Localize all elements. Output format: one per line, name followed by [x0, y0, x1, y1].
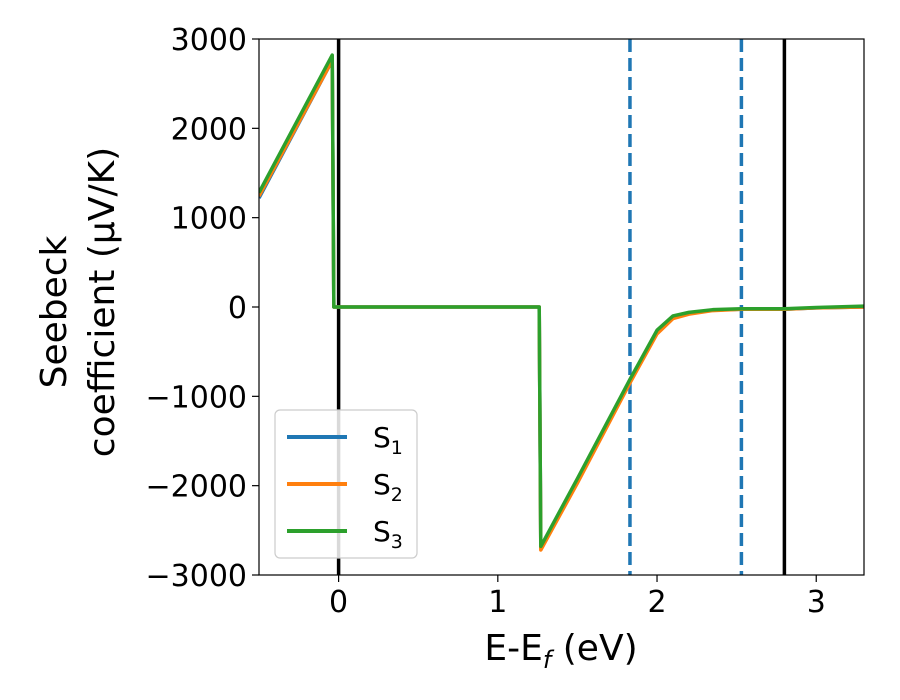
x-axis-ticks: 0 1 2 3 — [329, 575, 826, 620]
y-tick-label: −3000 — [146, 559, 247, 594]
y-tick-label: −2000 — [146, 470, 247, 505]
x-axis-label-main: E-E — [484, 628, 542, 669]
y-axis-label-line2: coefficient (μV/K) — [82, 147, 123, 457]
legend: S1 S2 S3 — [274, 409, 418, 559]
legend-items: S1 S2 S3 — [287, 421, 403, 553]
plot-content — [259, 39, 864, 575]
series-line-s3 — [259, 53, 864, 549]
x-axis-label-tail: (eV) — [551, 628, 637, 669]
legend-label-s1: S1 — [373, 421, 403, 459]
x-tick-label: 3 — [807, 585, 826, 620]
y-tick-label: 0 — [228, 291, 247, 326]
y-tick-label: 1000 — [171, 202, 247, 237]
x-tick-label: 2 — [647, 585, 666, 620]
legend-label-s2: S2 — [373, 468, 403, 506]
y-tick-label: −1000 — [146, 380, 247, 415]
x-tick-label: 1 — [488, 585, 507, 620]
y-tick-label: 3000 — [171, 23, 247, 58]
y-axis-label-line1: Seebeck — [34, 235, 75, 388]
x-axis-label: E-Ef (eV) — [484, 628, 637, 674]
y-axis-ticks: 3000 2000 1000 0 −1000 −2000 −3000 — [146, 23, 259, 594]
x-tick-label: 0 — [329, 585, 348, 620]
y-tick-label: 2000 — [171, 112, 247, 147]
legend-label-s3: S3 — [373, 515, 403, 553]
